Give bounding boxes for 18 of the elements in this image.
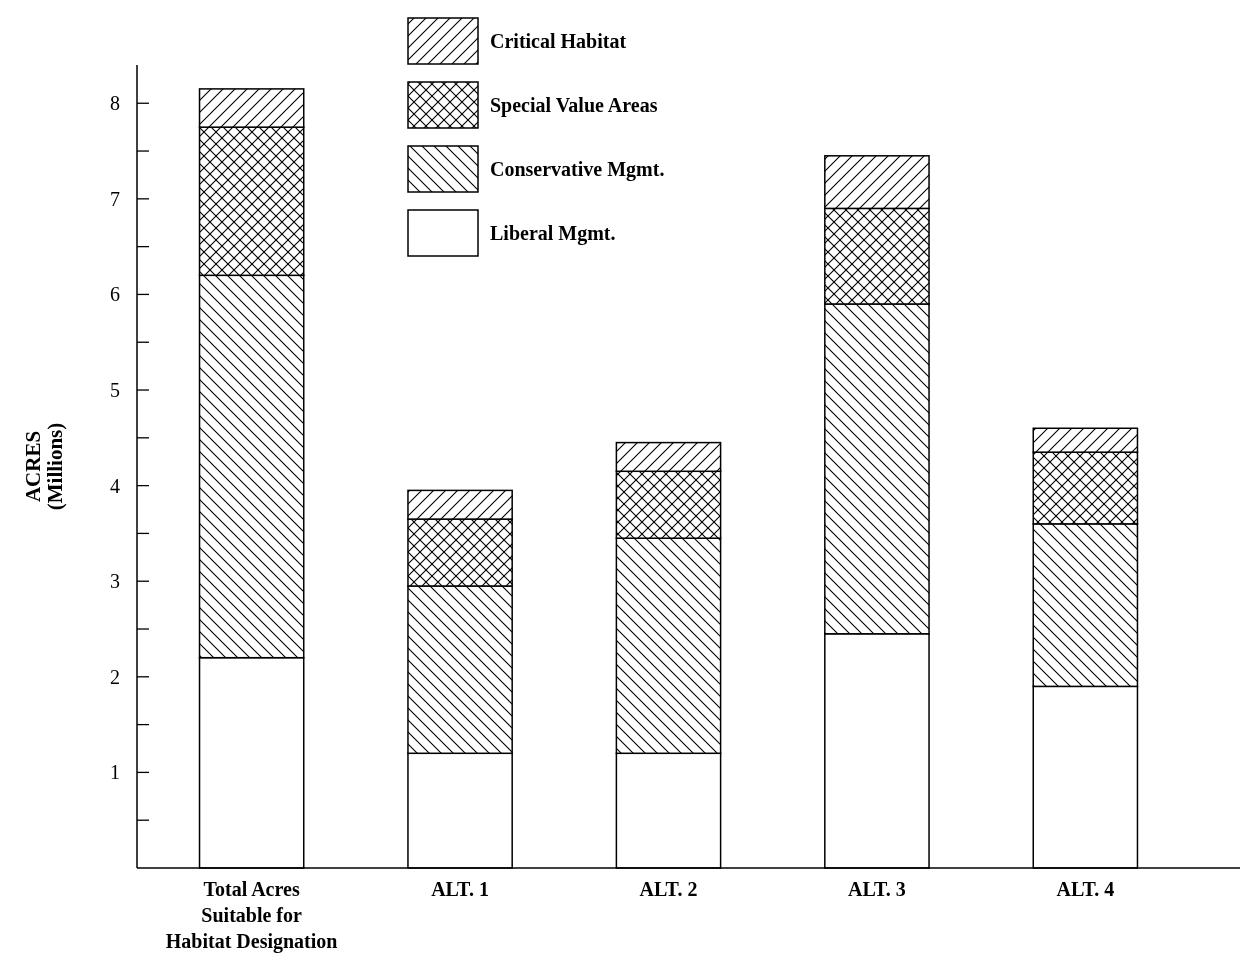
y-tick-label: 6 [110,283,120,306]
y-axis-title: ACRES (Millions) [21,422,67,511]
x-tick-label: ALT. 4 [1056,878,1115,900]
y-tick-label: 1 [110,761,120,784]
x-tick-label: ALT. 1 [431,878,489,900]
legend-label: Special Value Areas [490,94,658,117]
x-tick-label: ALT. 3 [848,878,906,900]
y-tick-label: 7 [110,187,120,210]
x-tick-label: ALT. 2 [639,878,698,900]
y-tick-label: 5 [110,379,120,402]
legend-label: Liberal Mgmt. [490,222,616,245]
legend-label: Critical Habitat [490,30,627,52]
y-tick-label: 3 [110,570,120,593]
y-tick-label: 2 [110,665,120,688]
y-tick-label: 8 [110,92,120,115]
y-tick-label: 4 [110,474,120,497]
legend-label: Conservative Mgmt. [490,158,665,181]
x-tick-label: Total Acres Suitable for Habitat Designation [165,878,338,953]
